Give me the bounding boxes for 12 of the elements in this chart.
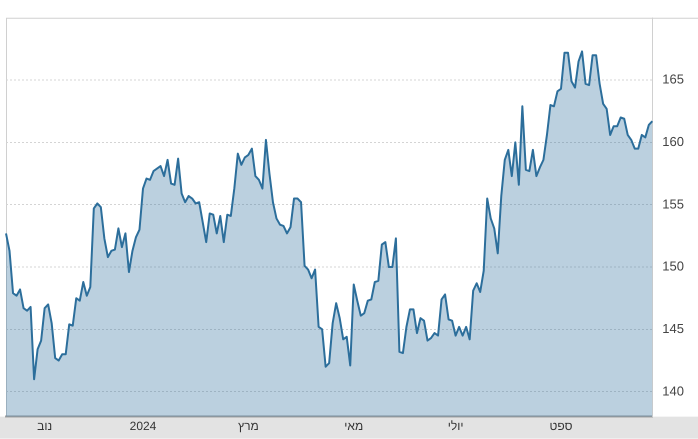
x-tick-label: 2024 xyxy=(130,419,157,434)
y-tick-label: 165 xyxy=(662,72,684,87)
x-tick-label: נוב xyxy=(37,419,52,434)
y-tick-label: 140 xyxy=(662,383,684,398)
y-tick-label: 160 xyxy=(662,134,684,150)
x-tick-label: יולי xyxy=(448,419,464,434)
y-tick-label: 150 xyxy=(662,258,684,274)
x-tick-label: מאי xyxy=(344,419,364,434)
y-tick-label: 155 xyxy=(662,196,684,212)
x-tick-label: ספט xyxy=(550,419,573,434)
y-tick-label: 145 xyxy=(662,320,684,336)
x-tick-label: מרץ xyxy=(238,419,259,434)
